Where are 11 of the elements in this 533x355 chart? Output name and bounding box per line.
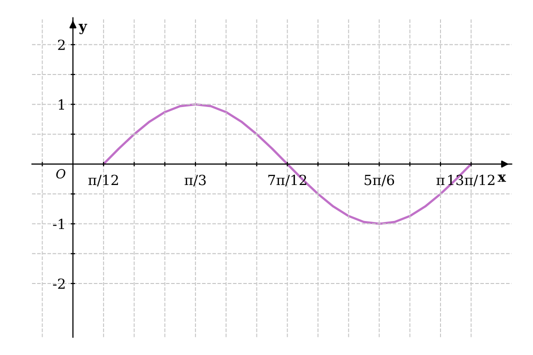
x-tick-label: 5π/6	[364, 174, 394, 186]
annotation: O	[56, 169, 66, 179]
y-tick-label: -2	[53, 278, 65, 289]
x-tick-label: π	[436, 178, 445, 186]
y-axis-title: y	[78, 24, 88, 34]
y-tick-label: 1	[58, 99, 64, 110]
y-tick-label: -1	[53, 218, 64, 230]
x-axis-title: x	[498, 174, 506, 182]
x-tick-label: π/3	[184, 174, 206, 186]
x-tick-label: π/12	[88, 174, 118, 186]
y-tick-label: 2	[58, 40, 65, 50]
